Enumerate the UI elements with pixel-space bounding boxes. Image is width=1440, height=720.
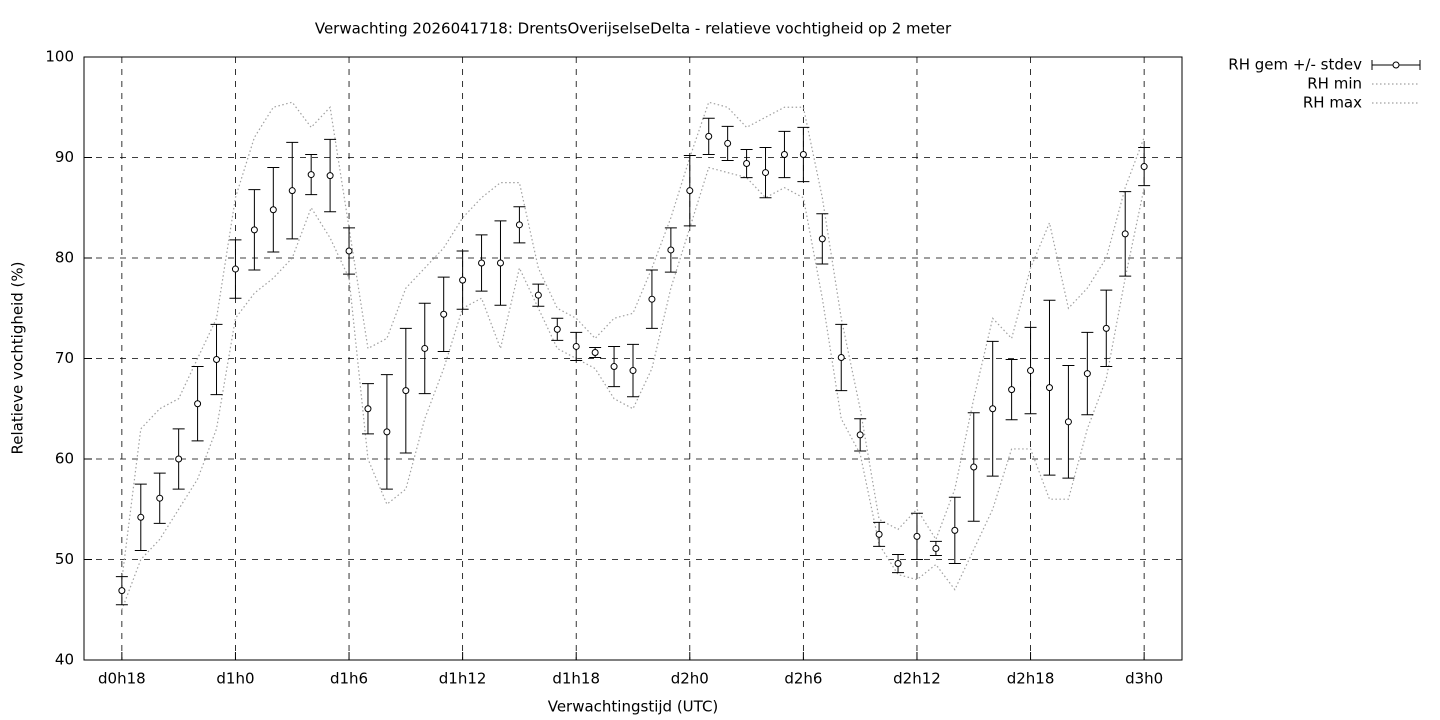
data-point [932, 544, 940, 552]
data-point [515, 221, 523, 229]
y-tick-label: 50 [55, 550, 74, 568]
data-point [307, 171, 315, 179]
data-point [951, 526, 959, 534]
chart-title: Verwachting 2026041718: DrentsOverijsels… [315, 20, 952, 38]
legend-label: RH gem +/- stdev [1228, 56, 1362, 74]
data-point [913, 532, 921, 540]
x-tick-label: d2h18 [1007, 670, 1055, 688]
data-point [667, 246, 675, 254]
data-point [553, 325, 561, 333]
x-tick-label: d0h18 [98, 670, 146, 688]
data-point [1008, 386, 1016, 394]
data-point [1140, 163, 1148, 171]
data-point [269, 206, 277, 214]
data-point [137, 513, 145, 521]
x-tick-label: d1h12 [439, 670, 487, 688]
x-tick-label: d1h0 [216, 670, 254, 688]
y-tick-label: 40 [55, 651, 74, 669]
x-tick-label: d1h18 [552, 670, 600, 688]
data-point [686, 187, 694, 195]
data-point [175, 455, 183, 463]
data-point [780, 150, 788, 158]
data-point [875, 530, 883, 538]
y-tick-label: 80 [55, 249, 74, 267]
legend-swatch [1392, 61, 1400, 69]
data-point [194, 400, 202, 408]
data-point [572, 342, 580, 350]
data-point [1064, 418, 1072, 426]
x-axis-label: Verwachtingstijd (UTC) [548, 698, 719, 716]
data-point [762, 169, 770, 177]
y-axis-label: Relatieve vochtigheid (%) [9, 261, 27, 454]
data-point [648, 295, 656, 303]
data-point [534, 291, 542, 299]
data-point [610, 363, 618, 371]
data-point [496, 259, 504, 267]
y-tick-label: 70 [55, 349, 74, 367]
data-point [345, 247, 353, 255]
data-point [288, 187, 296, 195]
x-tick-label: d2h0 [671, 670, 709, 688]
data-point [705, 132, 713, 140]
legend-label: RH min [1307, 75, 1362, 93]
data-point [478, 259, 486, 267]
data-point [326, 172, 334, 180]
data-point [402, 387, 410, 395]
x-tick-label: d3h0 [1125, 670, 1163, 688]
data-point [383, 428, 391, 436]
x-tick-label: d1h6 [330, 670, 368, 688]
legend-label: RH max [1303, 94, 1362, 112]
y-tick-label: 100 [45, 48, 74, 66]
data-point [591, 348, 599, 356]
data-point [459, 276, 467, 284]
data-point [1027, 367, 1035, 375]
data-point [118, 587, 126, 595]
data-point [970, 463, 978, 471]
data-point [1102, 324, 1110, 332]
data-point [250, 226, 258, 234]
x-tick-label: d2h12 [893, 670, 941, 688]
data-point [440, 310, 448, 318]
y-tick-label: 60 [55, 450, 74, 468]
data-point [421, 344, 429, 352]
range-line [121, 101, 1145, 580]
y-tick-label: 90 [55, 148, 74, 166]
data-point [1121, 230, 1129, 238]
data-point [799, 150, 807, 158]
data-point [856, 431, 864, 439]
data-point [1045, 384, 1053, 392]
data-point [364, 405, 372, 413]
data-point [894, 560, 902, 568]
data-point [1083, 370, 1091, 378]
data-point [213, 356, 221, 364]
data-point [629, 367, 637, 375]
data-point [989, 405, 997, 413]
data-point [743, 160, 751, 168]
data-point [818, 235, 826, 243]
x-tick-label: d2h6 [784, 670, 822, 688]
data-point [837, 353, 845, 361]
data-point [231, 265, 239, 273]
data-point [156, 494, 164, 502]
data-point [724, 139, 732, 147]
